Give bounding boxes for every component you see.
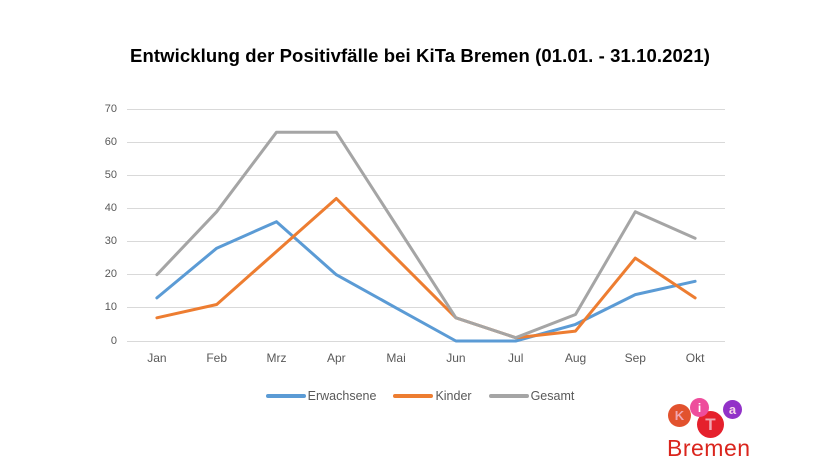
legend-item-erwachsene: Erwachsene	[265, 389, 377, 403]
legend-item-gesamt: Gesamt	[488, 389, 575, 403]
gridline-y-0	[127, 340, 725, 342]
legend-line-swatch	[488, 394, 529, 398]
y-tick-label: 70	[104, 102, 117, 115]
x-tick-label: Feb	[206, 351, 228, 365]
legend: Erwachsene Kinder Gesamt	[0, 389, 840, 403]
series-line-kinder	[155, 197, 697, 340]
legend-line-swatch	[265, 394, 306, 398]
x-tick-label: Sep	[624, 351, 646, 365]
gridline-y-40	[127, 207, 725, 209]
chart-title: Entwicklung der Positivfälle bei KiTa Br…	[130, 45, 710, 66]
plot-area	[127, 108, 725, 343]
logo-circle-i: i	[690, 398, 709, 417]
series-line-gesamt	[155, 130, 697, 340]
gridline-y-60	[127, 141, 725, 143]
series-line-erwachsene	[155, 220, 697, 343]
y-tick-label: 0	[110, 334, 117, 347]
logo-circle-K: K	[668, 404, 691, 427]
y-tick-label: 10	[104, 301, 117, 314]
logo-circle-a: a	[723, 400, 742, 419]
legend-label: Gesamt	[530, 389, 575, 403]
legend-label: Erwachsene	[307, 389, 377, 403]
gridline-y-30	[127, 241, 725, 243]
x-tick-label: Apr	[326, 351, 346, 365]
logo-bremen-text: Bremen	[667, 435, 751, 461]
y-tick-label: 30	[104, 235, 117, 248]
x-tick-label: Okt	[685, 351, 705, 365]
legend-line-swatch	[393, 394, 434, 398]
x-axis-labels: Jan Feb Mrz Apr Mai Jun Jul Aug Sep Okt	[127, 351, 725, 367]
y-tick-label: 60	[104, 135, 117, 148]
gridline-y-50	[127, 174, 725, 176]
y-axis-labels: 0 10 20 30 40 50 60 70	[80, 103, 117, 347]
gridline-y-70	[127, 108, 725, 110]
y-tick-label: 50	[104, 168, 117, 181]
legend-item-kinder: Kinder	[393, 389, 472, 403]
x-tick-label: Mrz	[266, 351, 287, 365]
x-tick-label: Jun	[446, 351, 466, 365]
x-tick-label: Jul	[508, 351, 524, 365]
x-tick-label: Mai	[386, 351, 406, 365]
x-tick-label: Aug	[564, 351, 587, 365]
gridline-y-20	[127, 274, 725, 276]
legend-label: Kinder	[435, 389, 472, 403]
gridline-y-10	[127, 307, 725, 309]
series-lines	[155, 130, 697, 343]
y-tick-label: 20	[104, 268, 117, 281]
x-tick-label: Jan	[147, 351, 167, 365]
y-tick-label: 40	[104, 201, 117, 214]
